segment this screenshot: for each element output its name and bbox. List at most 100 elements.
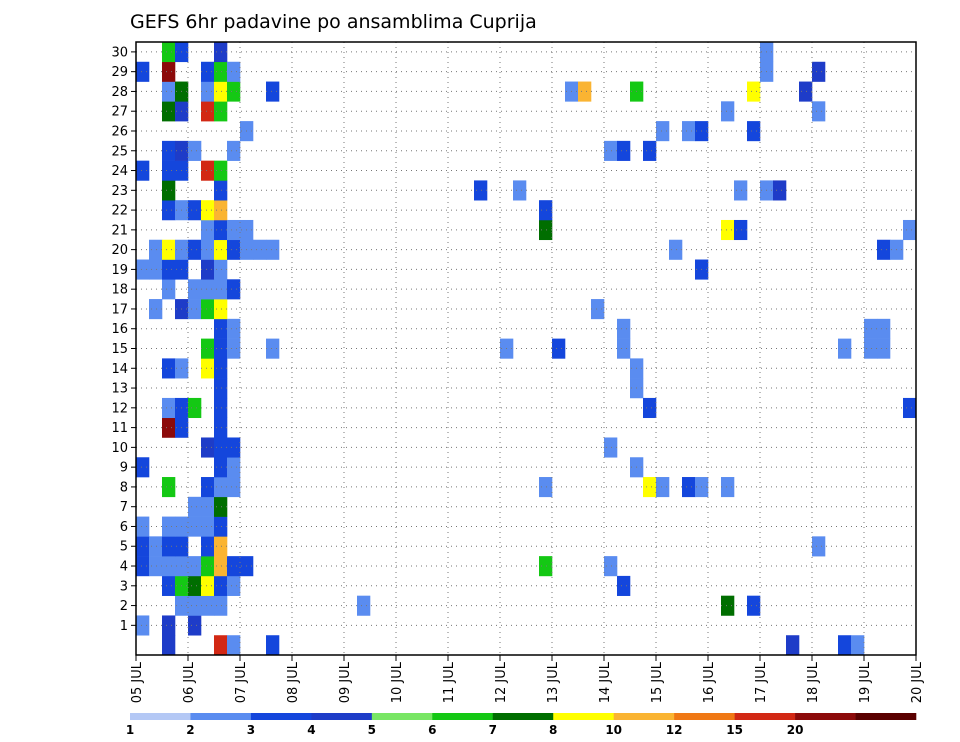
y-tick-label: 4 (120, 560, 128, 575)
heatmap-cell (266, 635, 280, 656)
colorbar-label: 5 (368, 723, 376, 737)
heatmap-cell (604, 437, 618, 458)
heatmap-cell (201, 219, 215, 241)
heatmap-cell (162, 259, 176, 280)
heatmap-cell (149, 536, 163, 557)
heatmap-cell (513, 180, 527, 201)
y-tick-label: 9 (120, 461, 128, 476)
heatmap-cell (149, 259, 163, 280)
heatmap-cell (877, 338, 891, 359)
heatmap-cell (201, 61, 215, 82)
heatmap-cell (214, 595, 228, 616)
y-axis: 1234567891011121314151617181920212223242… (111, 45, 136, 634)
colorbar-label: 20 (787, 723, 804, 737)
heatmap-cell (201, 477, 215, 498)
heatmap-cell (721, 101, 735, 122)
heatmap-cell (227, 279, 241, 300)
gridlines (136, 42, 916, 655)
heatmap-cell (136, 536, 150, 557)
heatmap-cell (214, 417, 228, 438)
heatmap-cell (643, 477, 657, 498)
colorbar-swatch (492, 713, 554, 720)
heatmap-cell (864, 338, 878, 359)
heatmap-cell (188, 239, 202, 260)
heatmap-cell (266, 239, 280, 260)
colorbar-label: 1 (126, 723, 134, 737)
heatmap-cell (643, 140, 657, 161)
heatmap-cell (214, 338, 228, 359)
heatmap-cell (162, 200, 176, 221)
heatmap-cell (214, 635, 228, 656)
y-tick-label: 28 (111, 85, 128, 100)
y-tick-label: 30 (111, 45, 128, 60)
heatmap-cell (188, 496, 202, 517)
y-tick-label: 5 (120, 540, 128, 555)
heatmap-cell (214, 180, 228, 201)
heatmap-cell (214, 200, 228, 221)
y-tick-label: 20 (111, 243, 128, 258)
heatmap-cell (136, 259, 150, 280)
y-tick-label: 23 (111, 184, 128, 199)
x-tick-label: 08 JUL (286, 661, 301, 703)
chart-title: GEFS 6hr padavine po ansamblima Cuprija (130, 11, 537, 33)
heatmap-cell (656, 121, 670, 142)
heatmap-cell (188, 200, 202, 221)
heatmap-cell (162, 42, 176, 63)
heatmap-cell (903, 397, 917, 419)
heatmap-cell (214, 437, 228, 458)
heatmap-cell (162, 417, 176, 438)
y-tick-label: 29 (111, 65, 128, 80)
x-tick-label: 06 JUL (182, 661, 197, 703)
heatmap-cell (227, 239, 241, 260)
x-tick-label: 20 JUL (910, 661, 925, 703)
heatmap-cell (188, 397, 202, 419)
heatmap-cell (188, 615, 202, 636)
y-tick-label: 19 (111, 263, 128, 278)
heatmap-cell (214, 259, 228, 280)
heatmap-cell (162, 160, 176, 181)
colorbar-label: 4 (307, 723, 315, 737)
heatmap-cell (227, 61, 241, 82)
heatmap-cell (578, 81, 592, 102)
heatmap-cell (227, 556, 241, 577)
heatmap-cell (201, 556, 215, 577)
heatmap-cell (149, 556, 163, 577)
heatmap-cell (162, 101, 176, 122)
heatmap-cell (214, 556, 228, 577)
heatmap-cell (474, 180, 488, 201)
heatmap-cell (747, 121, 761, 142)
heatmap-cell (201, 437, 215, 458)
heatmap-cell (617, 318, 631, 339)
heatmap-cell (136, 516, 150, 537)
heatmap-cell (214, 239, 228, 260)
heatmap-cell (214, 378, 228, 399)
colorbar-label: 3 (247, 723, 255, 737)
colorbar-swatch (130, 713, 191, 720)
colorbar-label: 8 (549, 723, 557, 737)
heatmap-cell (214, 496, 228, 517)
y-tick-label: 10 (111, 441, 128, 456)
y-tick-label: 26 (111, 124, 128, 139)
heatmap-cell (643, 397, 657, 419)
heatmap-cell (188, 575, 202, 596)
y-tick-label: 21 (111, 223, 128, 238)
y-tick-label: 2 (120, 599, 128, 614)
heatmap-cell (188, 299, 202, 320)
heatmap-cell (838, 338, 852, 359)
x-axis: 05 JUL 06 JUL 07 JUL 08 JUL 09 JUL 10 JUL 11 J… (130, 655, 925, 703)
colorbar-swatch (371, 713, 433, 720)
heatmap-cell (136, 615, 150, 636)
y-tick-label: 25 (111, 144, 128, 159)
colorbar-label: 15 (726, 723, 743, 737)
heatmap-cell (136, 160, 150, 181)
colorbar-swatch (190, 713, 252, 720)
heatmap-cell (201, 338, 215, 359)
heatmap-cell (617, 338, 631, 359)
x-tick-label: 17 JUL (754, 661, 769, 703)
heatmap-cell (188, 140, 202, 161)
y-tick-label: 8 (120, 480, 128, 495)
x-tick-label: 14 JUL (598, 661, 613, 703)
heatmap-cell (682, 121, 696, 142)
heatmap-cell (136, 556, 150, 577)
